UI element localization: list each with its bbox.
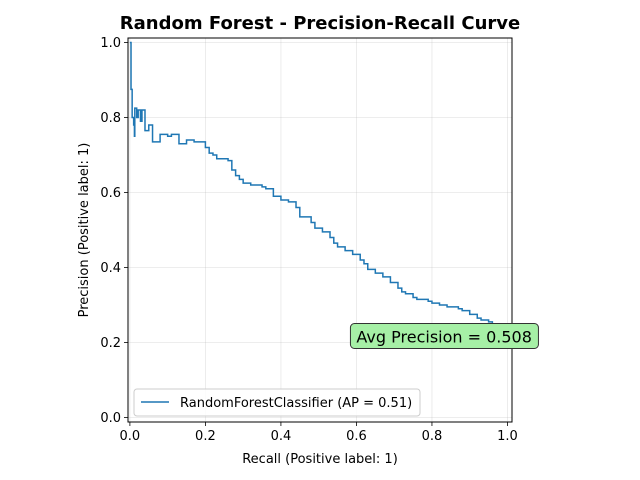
- y-tick-label: 0.6: [100, 186, 121, 201]
- annotation-text: Avg Precision = 0.508: [356, 328, 532, 347]
- annotation-box: [349, 323, 539, 349]
- annotation: Avg Precision = 0.508: [349, 323, 539, 349]
- x-tick-label: 0.4: [271, 429, 292, 444]
- legend-label: RandomForestClassifier (AP = 0.51): [180, 396, 412, 411]
- x-tick-label: 0.0: [120, 429, 141, 444]
- x-tick-label: 0.6: [346, 429, 367, 444]
- plot-area-frame: [127, 37, 513, 423]
- axes: 0.0 0.2 0.4 0.6 0.8 1.0 0.0 0.2 0.4 0.6 0.8 1.0: [100, 36, 518, 444]
- grid: [128, 38, 512, 422]
- y-tick-label: 0.0: [100, 411, 121, 426]
- legend: RandomForestClassifier (AP = 0.51): [133, 388, 421, 417]
- legend-box: [133, 388, 421, 417]
- x-tick-label: 0.2: [195, 429, 216, 444]
- chart-title: Random Forest - Precision-Recall Curve: [120, 13, 520, 34]
- pr-curve-line: [129, 41, 509, 332]
- x-tick-label: 0.8: [422, 429, 443, 444]
- y-tick-label: 0.8: [100, 111, 121, 126]
- y-tick-label: 1.0: [100, 36, 121, 51]
- series-layer: [129, 41, 509, 332]
- x-axis-label: Recall (Positive label: 1): [242, 452, 398, 467]
- y-tick-label: 0.4: [100, 261, 121, 276]
- x-tick-label: 1.0: [497, 429, 518, 444]
- y-axis-label: Precision (Positive label: 1): [77, 143, 92, 318]
- y-tick-label: 0.2: [100, 336, 121, 351]
